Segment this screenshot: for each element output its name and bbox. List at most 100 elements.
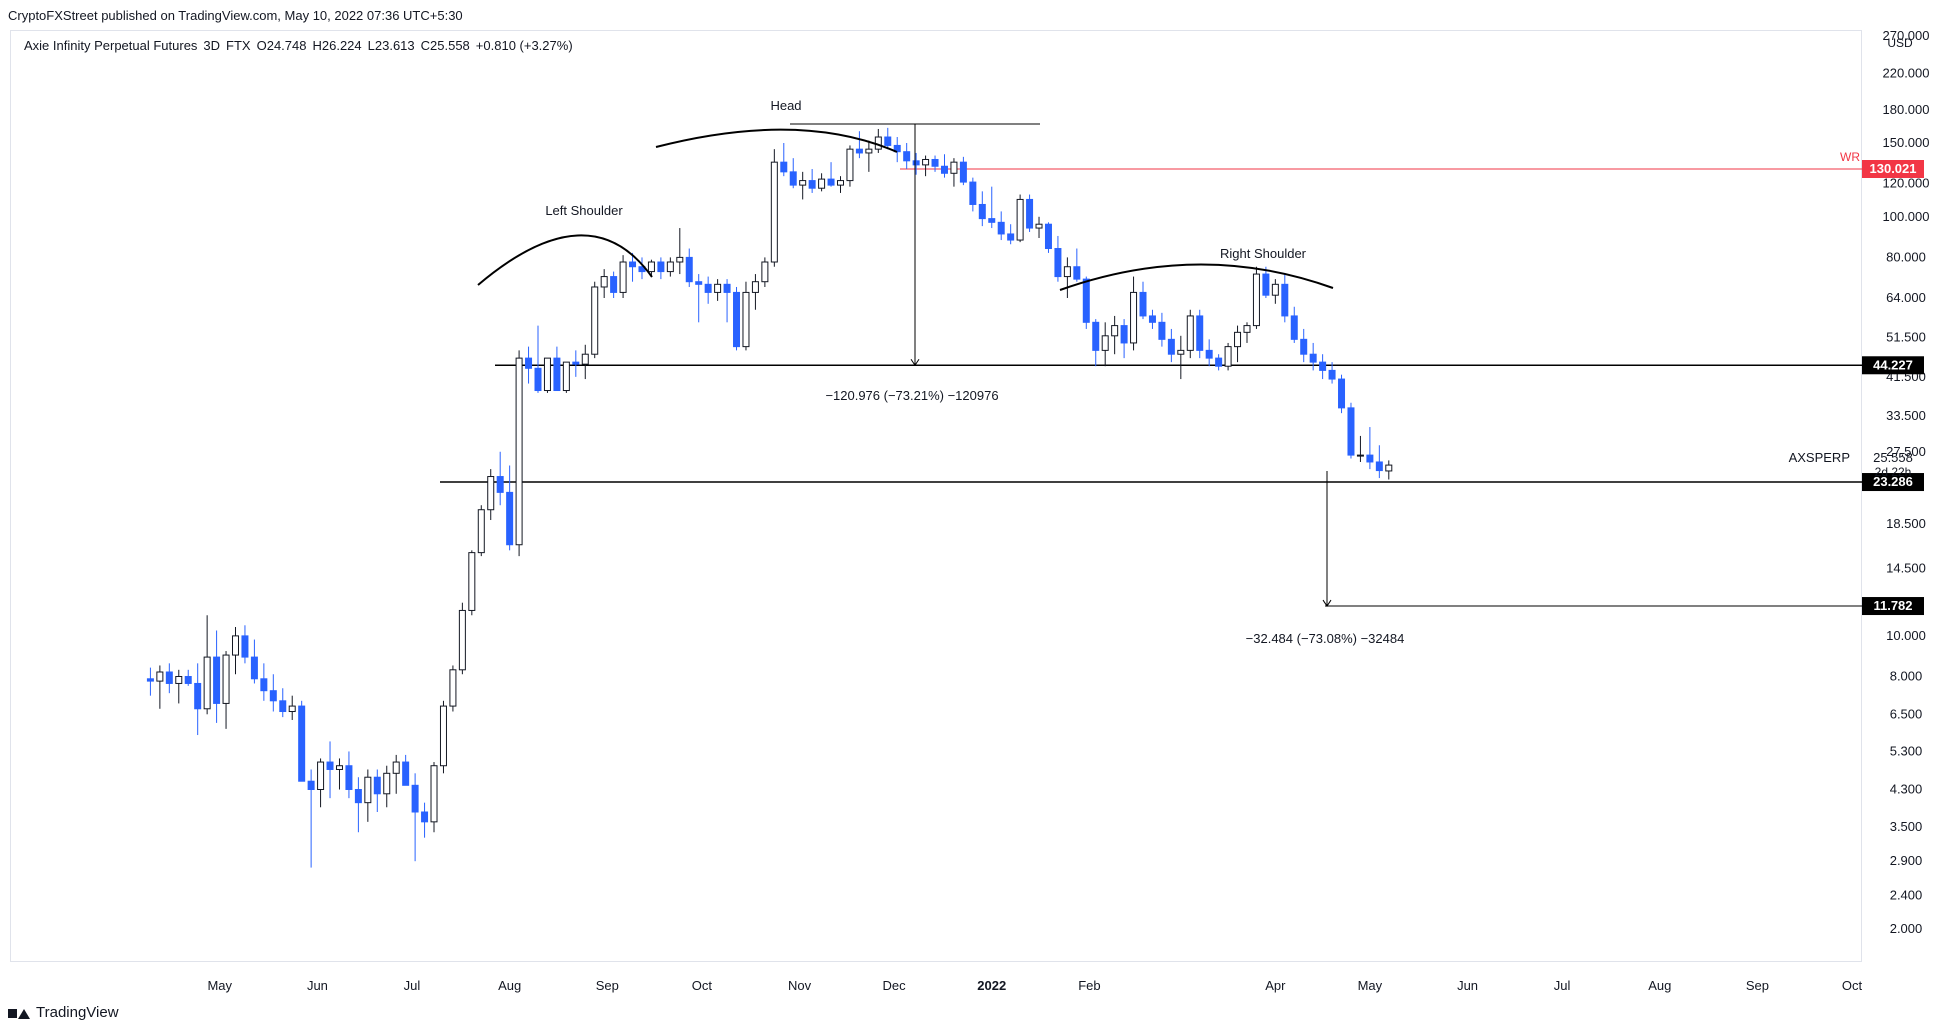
candle [525,346,533,384]
candle [288,695,296,720]
candle-body [704,283,712,293]
candle [1385,460,1393,480]
ohlc-close: C25.558 [420,38,470,53]
candle [194,663,202,736]
y-tick-label: 100.000 [1883,209,1930,224]
candle [468,550,476,616]
left-shoulder-arc [477,234,653,286]
x-tick-label: May [207,978,232,993]
candle [260,663,268,701]
candle [1139,281,1147,320]
candle [742,281,750,351]
candle-body [1385,464,1393,472]
candle-body [676,256,684,263]
candle-body [506,491,514,546]
y-tick-label: 80.000 [1886,249,1926,264]
candle-body [1101,335,1109,351]
candle [373,769,381,812]
candle [430,762,438,833]
candle [1101,322,1109,367]
tradingview-footer[interactable]: TradingView [8,1004,119,1021]
candle-body [1224,346,1232,367]
candle [364,769,372,822]
candle-body [184,675,192,684]
candle [1196,309,1204,359]
symbol-timeframe: 3D [203,38,221,53]
price-chart[interactable]: USD 2.000 2.400 2.900 3.500 4.300 5.300 6.500 8.… [0,0,1941,1000]
candle [241,625,249,664]
candle [562,361,570,393]
candle-body [1148,315,1156,323]
candle [1319,354,1327,380]
candle [666,257,674,277]
candle-body [912,160,920,166]
candle-body [496,476,504,493]
candle-body [572,361,580,365]
candle-body [298,705,306,782]
candle [345,751,353,799]
candle [1347,402,1355,459]
candle-body [666,261,674,273]
candle [1130,276,1138,351]
support-lower-label-bg [1862,473,1924,492]
candle [704,276,712,304]
candle-body [1366,454,1374,463]
price-lines-layer: WR [440,150,1862,607]
candle-body [1262,273,1270,296]
wr-price-label-bg [1862,160,1924,179]
candle [770,149,778,267]
candle [1073,248,1081,282]
x-tick-label: Feb [1078,978,1100,993]
candle [1243,322,1251,343]
ohlc-open: O24.748 [256,38,307,53]
candle-body [837,180,845,186]
candle-body [1290,315,1298,340]
candle [884,127,892,150]
x-tick-label: Oct [692,978,713,993]
candle-body [241,635,249,658]
y-tick-label: 14.500 [1886,560,1926,575]
wr-price-label: 130.021 [1870,161,1917,176]
candle-body [950,161,958,174]
y-tick-label: 10.000 [1886,628,1926,643]
candle-body [175,675,183,684]
candle-body [1130,291,1138,344]
candle [1177,335,1185,380]
x-tick-label: Jun [307,978,328,993]
candle [1054,235,1062,282]
candle [1158,312,1166,347]
candle [184,669,192,686]
candle [997,211,1005,241]
candle [506,465,514,551]
symbol-legend[interactable]: Axie Infinity Perpetual Futures 3D FTX O24.… [18,38,579,53]
candle-body [1300,338,1308,355]
candle [1063,257,1071,299]
candle [1271,279,1279,304]
axis-layer: USD 2.000 2.400 2.900 3.500 4.300 5.300 6.500 8.… [207,28,1929,993]
y-tick-label: 120.000 [1883,176,1930,191]
candle [629,252,637,282]
candle-body [430,765,438,823]
candle [1281,274,1289,323]
x-tick-label: Apr [1265,978,1286,993]
candle-body [1356,454,1364,457]
x-tick-label: Oct [1842,978,1863,993]
candle [1338,374,1346,414]
candle [1016,194,1024,243]
measure-2-arrow [1322,599,1332,607]
candle [1120,319,1128,359]
last-price-symbol: AXSPERP [1789,450,1850,465]
candle [402,754,410,786]
candle [591,281,599,359]
candle [515,350,523,557]
measure-1-arrow [910,358,920,367]
y-tick-label: 5.300 [1890,743,1923,758]
candle-body [1035,223,1043,229]
y-tick-label: 2.000 [1890,921,1923,936]
ohlc-high: H26.224 [312,38,362,53]
candle-body [458,609,466,671]
candle [326,741,334,799]
candle [213,630,221,723]
candle-body [562,361,570,392]
candle-body [780,161,788,173]
